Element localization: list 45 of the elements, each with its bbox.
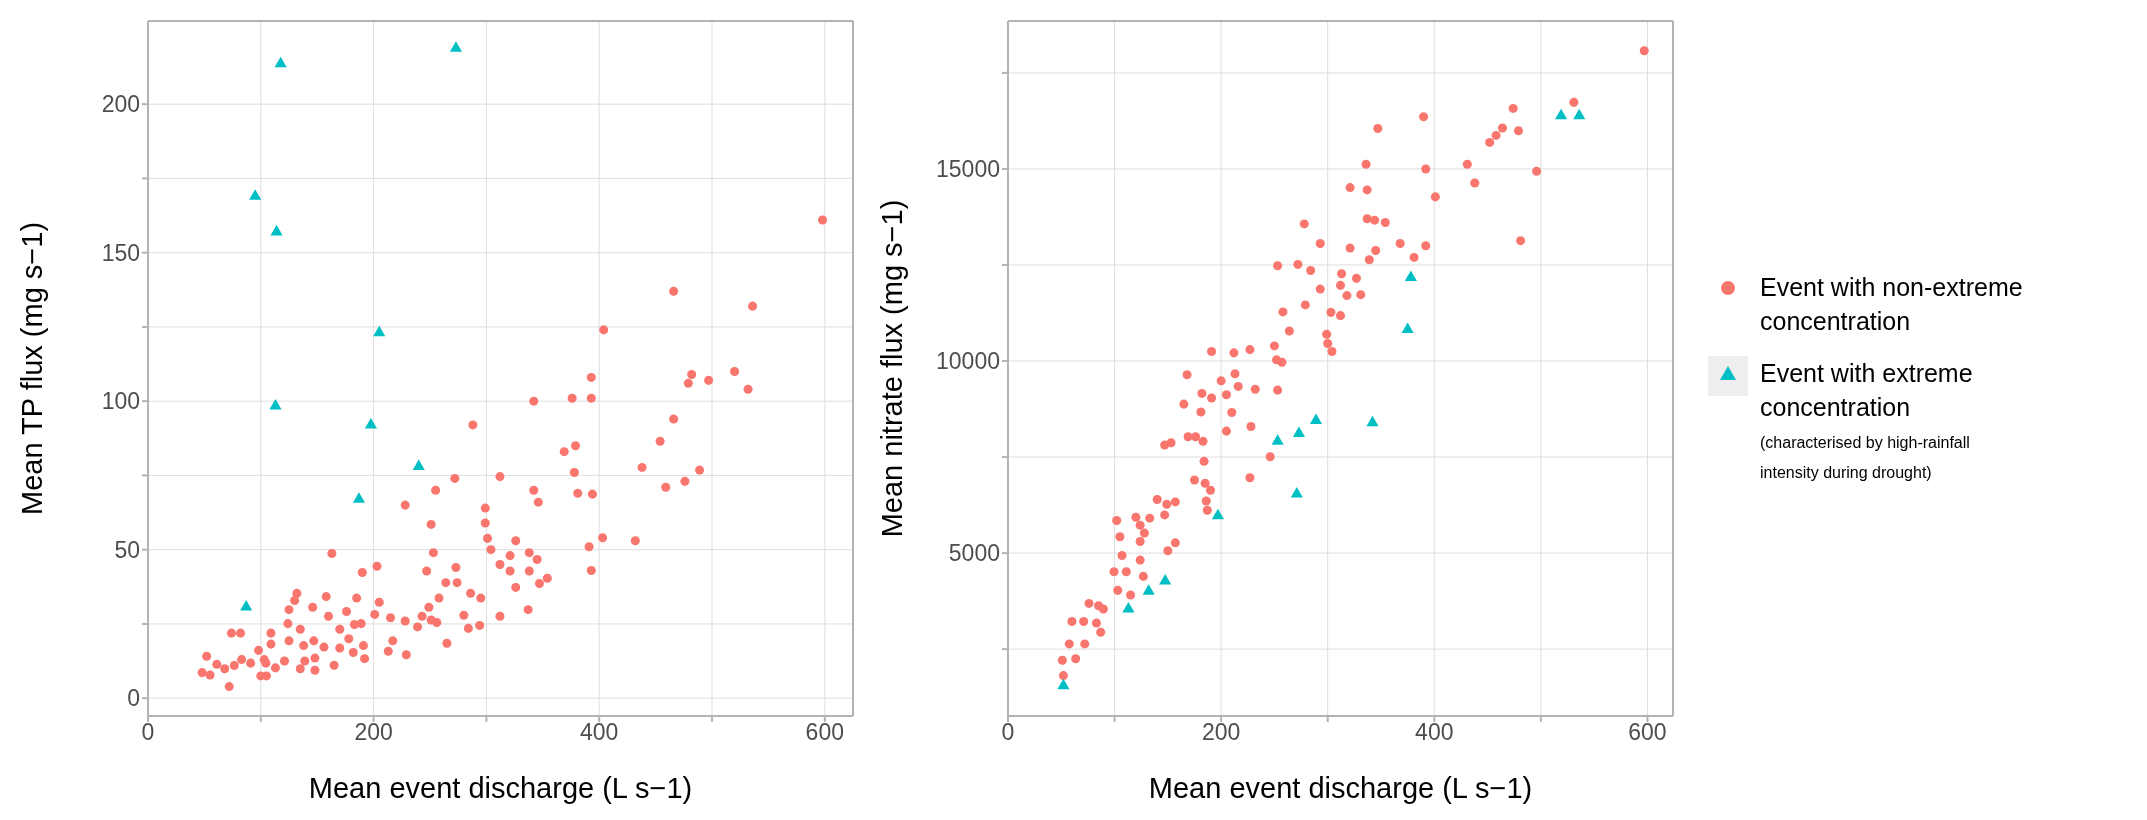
point: [1290, 486, 1303, 498]
point: [1404, 270, 1417, 281]
y-axis-title: Mean nitrate flux (mg s−1): [876, 199, 909, 538]
y-tick-label: 50: [114, 536, 140, 563]
y-tick-label: 10000: [936, 348, 1000, 375]
x-tick-label: 600: [1628, 719, 1667, 746]
point: [1057, 678, 1070, 690]
point: [1366, 415, 1379, 427]
point: [1122, 601, 1135, 613]
point: [412, 459, 425, 471]
x-axis-title: Mean event discharge (L s−1): [308, 772, 693, 804]
point: [249, 189, 262, 200]
point: [1271, 434, 1284, 445]
y-tick-label: 5000: [948, 540, 1000, 567]
point: [1573, 108, 1586, 120]
point: [1401, 322, 1414, 334]
point: [1309, 413, 1323, 424]
point: [449, 41, 463, 52]
legend-label: Event with non-extreme concentration: [1760, 272, 2024, 337]
point: [274, 56, 287, 68]
point: [1159, 574, 1172, 585]
point: [269, 398, 282, 410]
y-tick-label: 150: [101, 239, 140, 266]
x-tick-label: 400: [1415, 719, 1454, 746]
x-tick-label: 200: [354, 719, 393, 746]
point: [240, 599, 253, 611]
point: [352, 492, 366, 503]
point: [1211, 508, 1225, 520]
point: [1142, 584, 1155, 595]
point: [364, 417, 377, 429]
y-tick-label: 0: [127, 685, 140, 712]
y-tick-label: 200: [101, 91, 140, 118]
text: (characterised by high-rainfall intensity during drought): [1760, 433, 1971, 483]
point: [270, 224, 283, 236]
x-tick-label: 200: [1201, 719, 1241, 746]
y-tick-label: 100: [101, 388, 140, 415]
point: [373, 325, 386, 337]
x-tick-label: 400: [580, 719, 619, 746]
y-tick-label: 15000: [936, 156, 1000, 183]
x-tick-label: 600: [805, 719, 844, 746]
y-axis-title: Mean TP flux (mg s−1): [16, 221, 49, 516]
point: [1555, 108, 1568, 120]
point: [1292, 426, 1306, 437]
legend-label: Event with extreme concentration: [1760, 358, 1974, 423]
x-axis-title: Mean event discharge (L s−1): [1148, 772, 1533, 804]
